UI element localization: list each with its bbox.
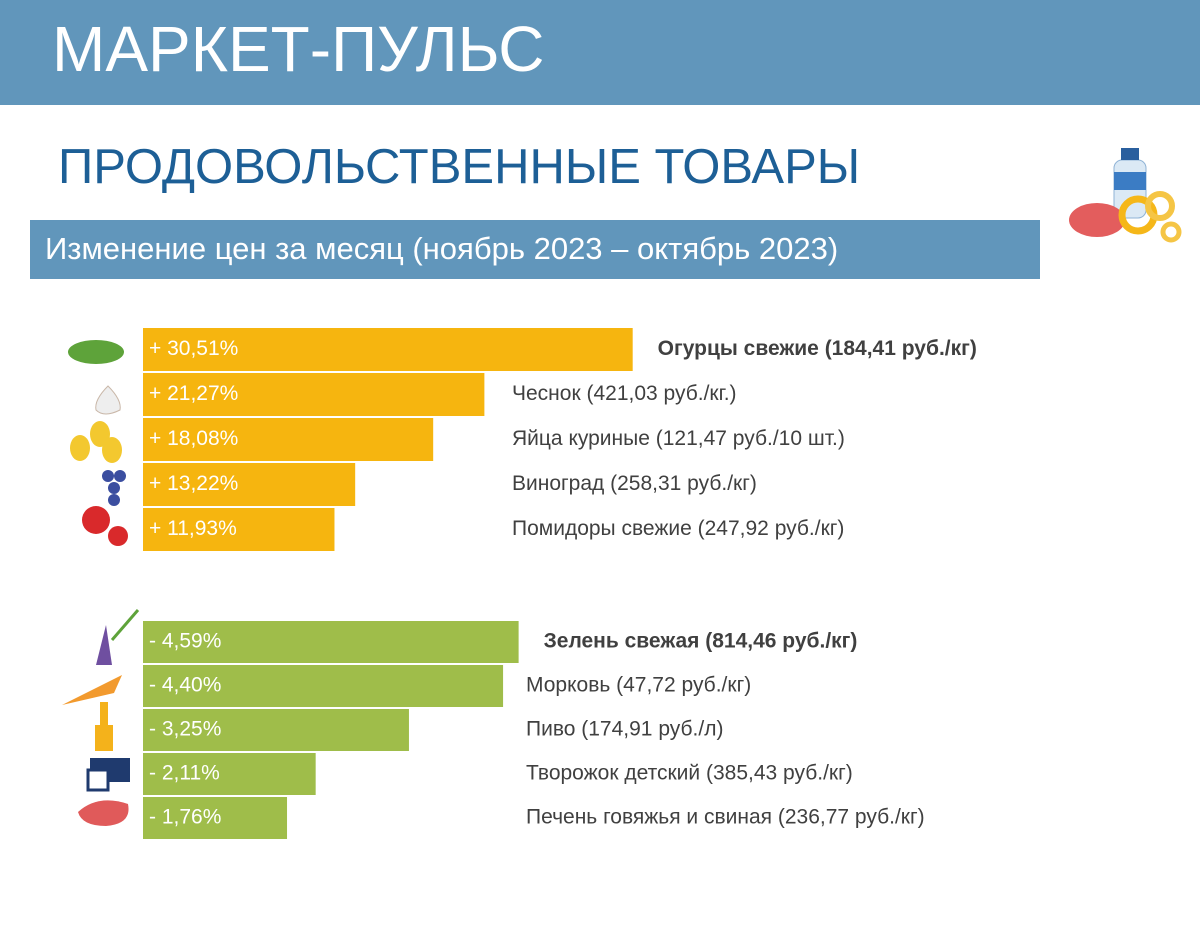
value-label: - 4,40% — [149, 674, 221, 697]
bar — [143, 373, 485, 416]
value-label: - 2,11% — [149, 762, 220, 785]
bar — [143, 753, 316, 795]
bar — [143, 621, 519, 663]
category-label: Огурцы свежие (184,41 руб./кг) — [658, 337, 977, 360]
header-title: МАРКЕТ-ПУЛЬС — [52, 13, 544, 85]
subtitle-band — [30, 220, 1040, 279]
category-label: Виноград (258,31 руб./кг) — [512, 472, 757, 495]
value-label: - 4,59% — [149, 630, 221, 653]
value-label: + 18,08% — [149, 427, 238, 450]
value-label: + 13,22% — [149, 472, 238, 495]
category-label: Морковь (47,72 руб./кг) — [526, 674, 751, 697]
value-label: + 21,27% — [149, 382, 238, 405]
category-label: Творожок детский (385,43 руб./кг) — [526, 762, 853, 785]
subtitle: Изменение цен за месяц (ноябрь 2023 – ок… — [45, 231, 838, 266]
section-title: ПРОДОВОЛЬСТВЕННЫЕ ТОВАРЫ — [58, 140, 860, 194]
header-band — [0, 0, 1200, 105]
value-label: + 11,93% — [149, 517, 237, 540]
category-label: Яйца куриные (121,47 руб./10 шт.) — [512, 427, 845, 450]
value-label: - 3,25% — [149, 718, 221, 741]
value-label: - 1,76% — [149, 806, 221, 829]
bar — [143, 418, 434, 461]
product-icons — [62, 340, 140, 826]
category-label: Печень говяжья и свиная (236,77 руб./кг) — [526, 806, 925, 829]
bar — [143, 665, 504, 707]
bar — [143, 797, 288, 839]
bar — [143, 328, 633, 371]
charts: + 30,51% Огурцы свежие (184,41 руб./кг) + … — [143, 328, 977, 839]
category-label: Пиво (174,91 руб./л) — [526, 718, 723, 741]
category-label: Чеснок (421,03 руб./кг.) — [512, 382, 737, 405]
category-label: Зелень свежая (814,46 руб./кг) — [544, 630, 858, 653]
bar — [143, 508, 335, 551]
value-label: + 30,51% — [149, 337, 238, 360]
category-label: Помидоры свежие (247,92 руб./кг) — [512, 517, 844, 540]
bar — [143, 709, 409, 751]
food-icon — [1069, 148, 1182, 243]
bar — [143, 463, 356, 506]
